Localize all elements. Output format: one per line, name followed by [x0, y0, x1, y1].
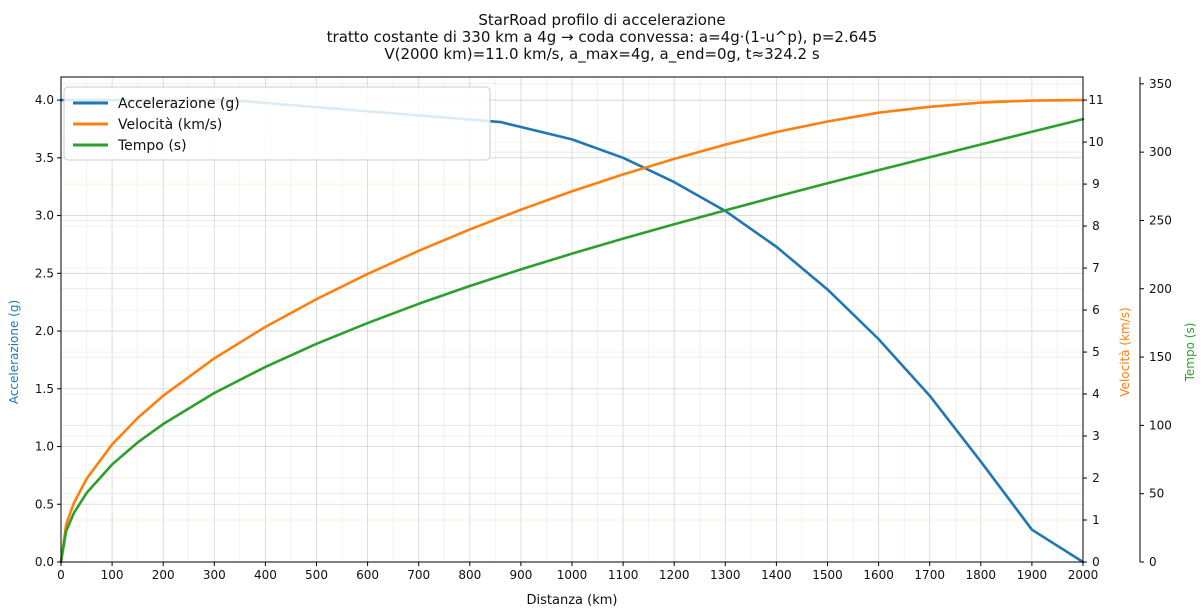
- left-tick-label: 0.5: [35, 497, 54, 511]
- x-tick-label: 600: [356, 568, 379, 582]
- time-tick-label: 150: [1149, 350, 1172, 364]
- time-tick-label: 300: [1149, 145, 1172, 159]
- left-tick-label: 2.5: [35, 266, 54, 280]
- right-axis-label-time: Tempo (s): [1183, 323, 1197, 383]
- x-tick-label: 800: [458, 568, 481, 582]
- left-axis-label: Accelerazione (g): [7, 300, 21, 404]
- x-tick-label: 1100: [608, 568, 639, 582]
- time-line: [59, 117, 1085, 564]
- chart-title: StarRoad profilo di accelerazione: [478, 11, 725, 29]
- x-tick-label: 1300: [710, 568, 741, 582]
- left-tick-label: 4.0: [35, 93, 54, 107]
- velocity-tick-label: 4: [1092, 387, 1100, 401]
- x-tick-label: 1800: [966, 568, 997, 582]
- left-tick-label: 3.5: [35, 151, 54, 165]
- x-tick-label: 1900: [1017, 568, 1048, 582]
- velocity-tick-label: 11: [1088, 93, 1103, 107]
- velocity-tick-label: 10: [1088, 135, 1103, 149]
- x-tick-label: 1600: [863, 568, 894, 582]
- velocity-tick-label: 3: [1092, 429, 1100, 443]
- left-tick-label: 2.0: [35, 324, 54, 338]
- x-tick-label: 200: [152, 568, 175, 582]
- velocity-tick-label: 8: [1092, 219, 1100, 233]
- time-tick-label: 100: [1149, 418, 1172, 432]
- acceleration-line: [59, 98, 1085, 564]
- velocity-tick-label: 6: [1092, 303, 1100, 317]
- time-tick-label: 50: [1149, 487, 1164, 501]
- x-tick-label: 1400: [761, 568, 792, 582]
- legend: Accelerazione (g) Velocità (km/s) Tempo …: [63, 86, 491, 161]
- velocity-tick-label: 5: [1092, 345, 1100, 359]
- ticks-layer: 0 100 200 300 400 500 600 700 800 900 1000 1100 1200…: [35, 77, 1172, 582]
- chart-subtitle-line1: tratto costante di 330 km a 4g → coda co…: [327, 28, 878, 46]
- x-tick-label: 100: [101, 568, 124, 582]
- x-axis-label: Distanza (km): [527, 593, 618, 608]
- time-tick-label: 0: [1149, 555, 1157, 569]
- time-tick-label: 250: [1149, 213, 1172, 227]
- x-tick-label: 0: [57, 568, 65, 582]
- velocity-tick-label: 9: [1092, 177, 1100, 191]
- velocity-tick-label: 2: [1092, 471, 1100, 485]
- x-tick-label: 1200: [659, 568, 690, 582]
- velocity-tick-label: 7: [1092, 261, 1100, 275]
- legend-label-velocity: Velocità (km/s): [118, 117, 222, 133]
- legend-label-acceleration: Accelerazione (g): [118, 96, 240, 112]
- time-tick-label: 350: [1149, 77, 1172, 91]
- left-tick-label: 1.5: [35, 382, 54, 396]
- x-tick-label: 1000: [557, 568, 588, 582]
- time-tick-label: 200: [1149, 282, 1172, 296]
- x-tick-label: 300: [203, 568, 226, 582]
- legend-box: [63, 86, 491, 161]
- x-tick-label: 500: [305, 568, 328, 582]
- x-tick-label: 1500: [812, 568, 843, 582]
- velocity-tick-label: 0: [1092, 555, 1100, 569]
- velocity-tick-label: 1: [1092, 513, 1100, 527]
- right-axis-label-velocity: Velocità (km/s): [1118, 307, 1132, 396]
- x-tick-label: 700: [407, 568, 430, 582]
- x-tick-label: 900: [509, 568, 532, 582]
- x-tick-label: 400: [254, 568, 277, 582]
- legend-label-time: Tempo (s): [117, 138, 187, 154]
- left-tick-label: 3.0: [35, 209, 54, 223]
- series-layer: [59, 98, 1085, 564]
- left-tick-label: 0.0: [35, 555, 54, 569]
- chart-subtitle-line2: V(2000 km)=11.0 km/s, a_max=4g, a_end=0g…: [384, 45, 819, 64]
- velocity-line: [59, 98, 1085, 564]
- x-tick-label: 1700: [914, 568, 945, 582]
- x-tick-label: 2000: [1068, 568, 1099, 582]
- left-tick-label: 1.0: [35, 440, 54, 454]
